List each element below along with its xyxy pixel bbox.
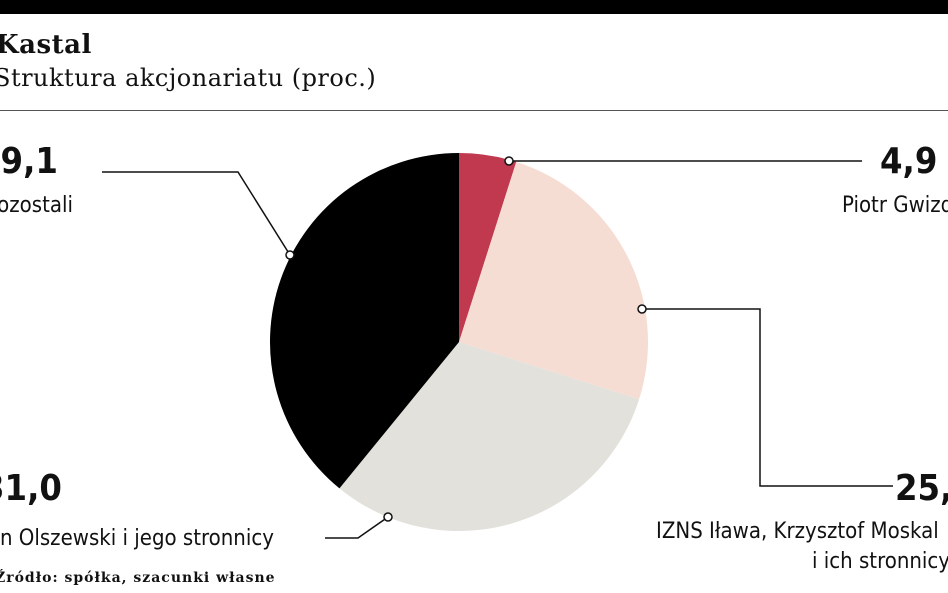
leader-line-pozostali bbox=[102, 171, 291, 256]
leader-line-izns bbox=[642, 308, 893, 487]
pie-slice-piotr-gwizdala bbox=[459, 153, 517, 342]
header-divider bbox=[0, 110, 948, 111]
value-label-pozostali: 39,1 bbox=[0, 141, 58, 182]
value-label-piotr-gwizdala: 4,9 bbox=[880, 141, 937, 182]
top-bar bbox=[0, 0, 948, 14]
chart-subtitle: Struktura akcjonariatu (proc.) bbox=[0, 64, 377, 92]
pie-slice-izns bbox=[459, 161, 648, 400]
slice-label-pozostali: Pozostali bbox=[0, 193, 73, 218]
leader-dot-piotr-gwizdala bbox=[504, 156, 514, 166]
leader-dot-izns bbox=[637, 304, 647, 314]
slice-label-piotr-gwizdala: Piotr Gwizdała bbox=[842, 193, 948, 218]
slice-label-izns-line1: IZNS Iława, Krzysztof Moskal bbox=[656, 519, 939, 544]
pie-slice-pozostali bbox=[270, 153, 459, 489]
leader-dot-pozostali bbox=[285, 250, 295, 260]
chart-title: Kastal bbox=[0, 30, 92, 60]
leader-dot-jan-olszewski bbox=[383, 512, 393, 522]
leader-line-jan-olszewski bbox=[325, 516, 389, 539]
slice-label-izns-line2: i ich stronnicy bbox=[812, 549, 948, 574]
slice-label-jan-olszewski: Jan Olszewski i jego stronnicy bbox=[0, 526, 274, 551]
source-note: Źródło: spółka, szacunki własne bbox=[0, 570, 276, 586]
value-label-jan-olszewski: 31,0 bbox=[0, 468, 62, 509]
pie-slice-jan-olszewski bbox=[339, 342, 640, 532]
value-label-izns: 25,0 bbox=[895, 468, 948, 509]
